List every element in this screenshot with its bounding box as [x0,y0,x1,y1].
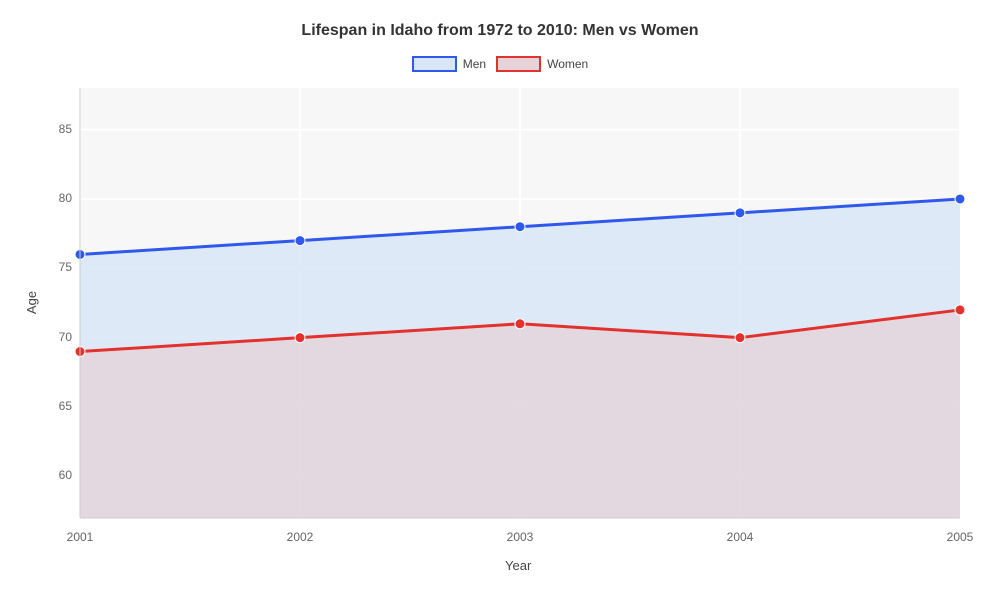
y-tick-label: 85 [50,122,72,136]
y-tick-label: 65 [50,399,72,413]
chart-plot [0,0,1000,600]
y-tick-label: 80 [50,191,72,205]
x-tick-label: 2003 [507,530,534,544]
x-tick-label: 2004 [727,530,754,544]
x-tick-label: 2005 [947,530,974,544]
y-tick-label: 60 [50,468,72,482]
y-tick-label: 75 [50,260,72,274]
x-tick-label: 2001 [67,530,94,544]
y-tick-label: 70 [50,330,72,344]
x-tick-label: 2002 [287,530,314,544]
